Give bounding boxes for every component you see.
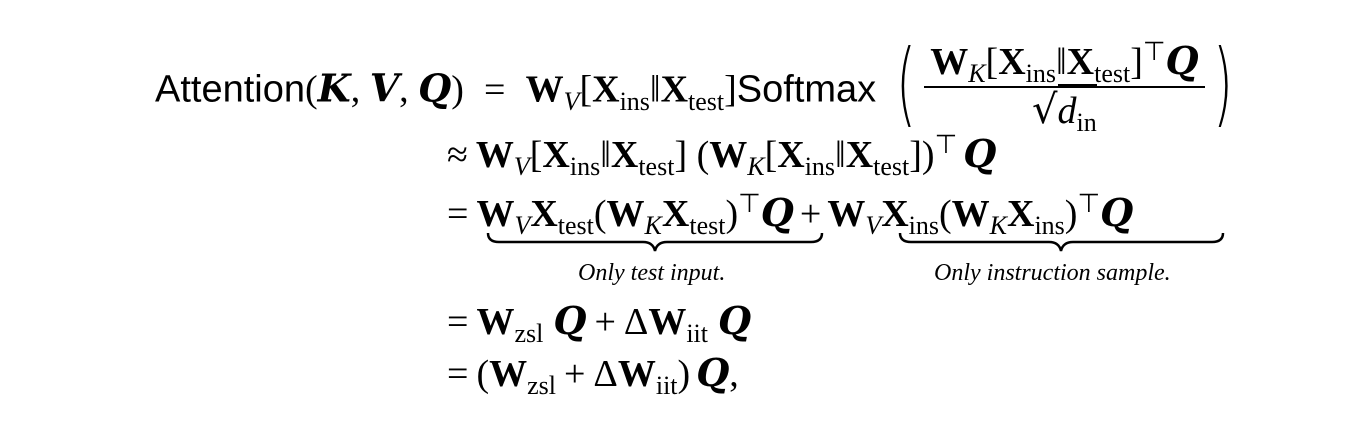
arg-v: V	[369, 65, 400, 111]
arg-q: Q	[418, 65, 452, 111]
label-only-instruction-sample: Only instruction sample.	[934, 260, 1171, 286]
softmax-function: Softmax	[736, 68, 877, 111]
sub-v: V	[563, 86, 580, 116]
equals-sign: =	[447, 353, 469, 395]
equation-line-2: ≈ WV[Xins‖Xtest] (WK[Xins‖Xtest])⊤ Q	[447, 130, 997, 181]
label-only-test-input: Only test input.	[578, 260, 726, 286]
equation-line-4: = Wzsl Q + ΔWiit Q	[447, 298, 752, 348]
equals-sign: =	[484, 68, 506, 111]
left-paren: (	[896, 30, 917, 137]
matrix-x: X	[592, 68, 620, 111]
equation-line-1: Attention(K, V, Q) = WV[Xins‖Xtest]Softm…	[155, 30, 1233, 137]
fraction-numerator: WK[Xins‖Xtest]⊤Q	[924, 39, 1205, 88]
equation-line-3: = WVXtest(WKXtest)⊤Q + WVXins(WKXins)⊤Q	[447, 189, 1134, 240]
sub-test: test	[688, 86, 725, 116]
approx-sign: ≈	[447, 134, 468, 176]
softmax-fraction: WK[Xins‖Xtest]⊤Q √din	[924, 39, 1205, 136]
fraction-denominator: √din	[924, 84, 1204, 136]
sub-ins: ins	[619, 86, 650, 116]
equals-sign: =	[447, 193, 469, 235]
underbrace-right	[898, 232, 1225, 252]
underbrace-left	[486, 232, 824, 252]
right-paren: )	[1212, 30, 1233, 137]
matrix-x: X	[660, 68, 689, 111]
weight-w: W	[525, 68, 564, 111]
equation-line-5: = (Wzsl + ΔWiit) Q,	[447, 350, 739, 400]
equals-sign: =	[447, 301, 469, 343]
attention-function: Attention	[155, 68, 305, 111]
arg-k: K	[317, 65, 351, 111]
